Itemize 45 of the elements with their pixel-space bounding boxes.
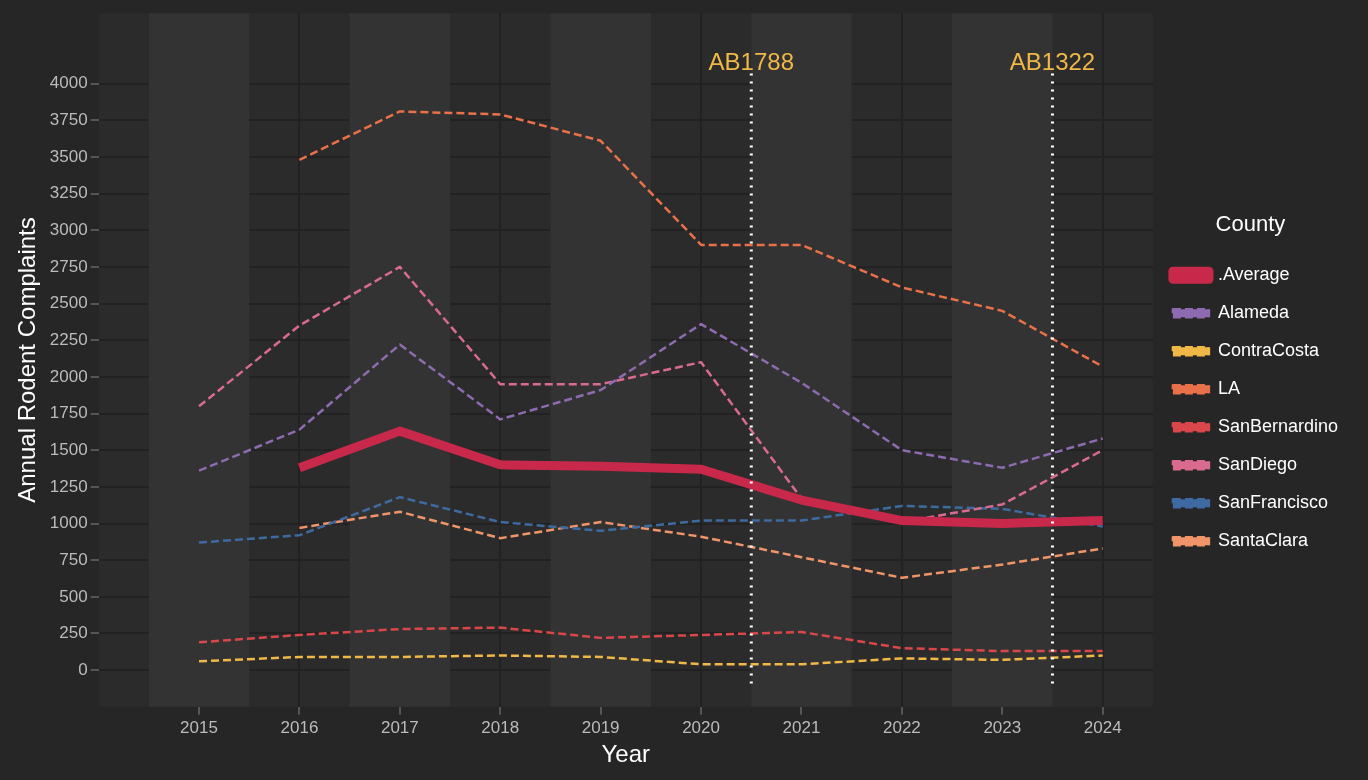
legend-label: LA (1217, 378, 1240, 399)
y-tick-label: 0 (78, 659, 88, 679)
y-tick-label: 2000 (49, 366, 88, 386)
x-tick-label: 2018 (481, 717, 520, 737)
legend-title: County (1215, 210, 1286, 236)
y-tick-label: 3750 (49, 109, 88, 129)
x-tick-label: 2015 (180, 717, 218, 737)
legend-label: SanFrancisco (1217, 492, 1328, 513)
legend-label: SanDiego (1217, 454, 1297, 475)
legend-label: .Average (1217, 264, 1290, 285)
y-axis-title: Annual Rodent Complaints (13, 217, 41, 503)
y-tick-label: 4000 (49, 73, 88, 93)
y-tick-label: 250 (59, 623, 88, 643)
y-tick-label: 2250 (49, 329, 88, 349)
legend-label: ContraCosta (1217, 340, 1320, 361)
y-tick-label: 2750 (49, 256, 88, 276)
y-tick-label: 3500 (49, 146, 88, 166)
y-tick-label: 500 (59, 586, 88, 606)
y-tick-label: 1750 (49, 403, 88, 423)
line-series (197, 322, 1104, 472)
x-tick-label: 2024 (1083, 717, 1122, 737)
line-series (197, 654, 1104, 666)
y-tick-label: 750 (59, 549, 88, 569)
x-tick-label: 2023 (983, 717, 1022, 737)
legend-label: SantaClara (1217, 530, 1309, 551)
x-tick-label: 2016 (280, 717, 319, 737)
x-tick-label: 2020 (682, 717, 720, 737)
y-tick-label: 1500 (49, 439, 88, 459)
line-series (197, 495, 1104, 544)
legend-label: SanBernardino (1217, 416, 1339, 437)
line-series (298, 510, 1104, 580)
y-tick-label: 2500 (49, 293, 88, 313)
line-series (197, 626, 1104, 653)
x-tick-label: 2019 (581, 717, 620, 737)
x-tick-label: 2021 (782, 717, 821, 737)
y-tick-label: 1250 (49, 476, 88, 496)
y-tick-label: 1000 (49, 513, 88, 533)
y-tick-label: 3250 (49, 183, 88, 203)
x-tick-label: 2022 (882, 717, 921, 737)
y-tick-label: 3000 (49, 219, 88, 239)
ref-line-label: AB1788 (708, 48, 794, 76)
ref-line-label: AB1322 (1009, 48, 1096, 76)
legend-label: Alameda (1217, 302, 1290, 323)
x-axis-title: Year (601, 740, 651, 768)
x-tick-label: 2017 (380, 717, 419, 737)
